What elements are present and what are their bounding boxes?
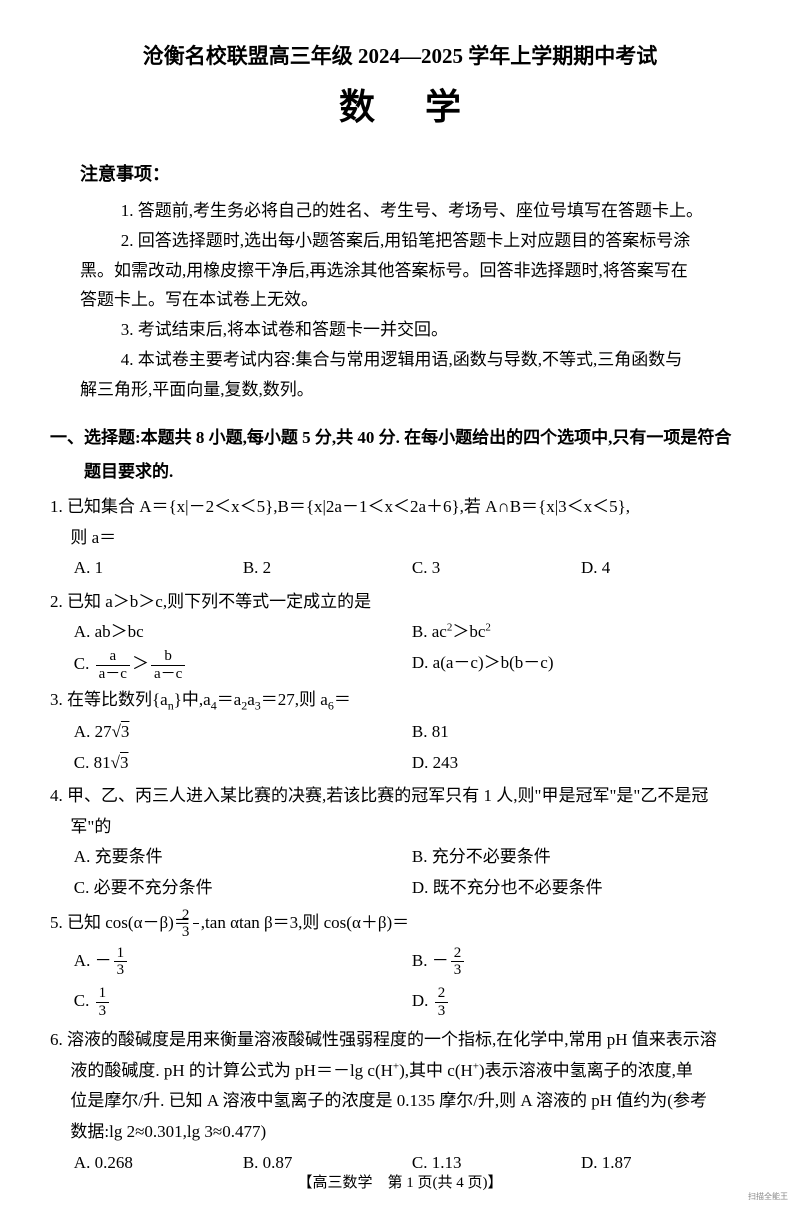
notice-item-4: 4. 本试卷主要考试内容:集合与常用逻辑用语,函数与导数,不等式,三角函数与	[50, 345, 750, 375]
q2-options-row2: C. aa－c＞ba－c D. a(a－c)＞b(b－c)	[50, 648, 750, 682]
question-6: 6. 溶液的酸碱度是用来衡量溶液酸碱性强弱程度的一个指标,在化学中,常用 pH …	[50, 1025, 750, 1178]
notice-item-1: 1. 答题前,考生务必将自己的姓名、考生号、考场号、座位号填写在答题卡上。	[50, 196, 750, 226]
q3-opt-c: C. 81√3	[74, 748, 412, 779]
q1-opt-b: B. 2	[243, 553, 412, 584]
question-3: 3. 在等比数列{an}中,a4＝a2a3＝27,则 a6＝ A. 27√3 B…	[50, 685, 750, 778]
q3-opt-b: B. 81	[412, 717, 750, 748]
q6-line3: 位是摩尔/升. 已知 A 溶液中氢离子的浓度是 0.135 摩尔/升,则 A 溶…	[50, 1086, 750, 1117]
q6-line2: 液的酸碱度. pH 的计算公式为 pH＝－lg c(H+),其中 c(H+)表示…	[50, 1056, 750, 1087]
q1-options: A. 1 B. 2 C. 3 D. 4	[50, 553, 750, 584]
question-4: 4. 甲、乙、丙三人进入某比赛的决赛,若该比赛的冠军只有 1 人,则"甲是冠军"…	[50, 781, 750, 903]
q5-options-row2: C. 13 D. 23	[50, 981, 750, 1022]
notice-item-4b: 解三角形,平面向量,复数,数列。	[50, 375, 750, 405]
q5-opt-a: A. －13	[74, 941, 412, 982]
q1-cont: 则 a＝	[50, 523, 750, 554]
q4-opt-b: B. 充分不必要条件	[412, 842, 750, 873]
scan-watermark: 扫描全能王	[748, 1191, 788, 1202]
notice-item-2b: 黑。如需改动,用橡皮擦干净后,再选涂其他答案标号。回答非选择题时,将答案写在	[50, 256, 750, 286]
notice-item-2c: 答题卡上。写在本试卷上无效。	[50, 285, 750, 315]
q1-opt-a: A. 1	[74, 553, 243, 584]
question-1: 1. 已知集合 A＝{x|－2＜x＜5},B＝{x|2a－1＜x＜2a＋6},若…	[50, 492, 750, 584]
q5-opt-d: D. 23	[412, 981, 750, 1022]
page-footer: 【高三数学 第 1 页(共 4 页)】	[0, 1171, 800, 1192]
q1-opt-d: D. 4	[581, 553, 750, 584]
q4-text: 4. 甲、乙、丙三人进入某比赛的决赛,若该比赛的冠军只有 1 人,则"甲是冠军"…	[50, 781, 750, 812]
q6-line1: 6. 溶液的酸碱度是用来衡量溶液酸碱性强弱程度的一个指标,在化学中,常用 pH …	[50, 1025, 750, 1056]
q6-line4: 数据:lg 2≈0.301,lg 3≈0.477)	[50, 1117, 750, 1148]
q4-cont: 军"的	[50, 812, 750, 843]
notice-item-2: 2. 回答选择题时,选出每小题答案后,用铅笔把答题卡上对应题目的答案标号涂	[50, 226, 750, 256]
q3-opt-d: D. 243	[412, 748, 750, 779]
q5-opt-b: B. －23	[412, 941, 750, 982]
question-2: 2. 已知 a＞b＞c,则下列不等式一定成立的是 A. ab＞bc B. ac2…	[50, 587, 750, 682]
question-5: 5. 已知 cos(α－β)＝23,tan αtan β＝3,则 cos(α＋β…	[50, 907, 750, 1023]
section-1-title: 一、选择题:本题共 8 小题,每小题 5 分,共 40 分. 在每小题给出的四个…	[50, 424, 750, 453]
q2-opt-d: D. a(a－c)＞b(b－c)	[412, 648, 750, 682]
q3-text: 3. 在等比数列{an}中,a4＝a2a3＝27,则 a6＝	[50, 685, 750, 717]
q4-options-row1: A. 充要条件 B. 充分不必要条件	[50, 842, 750, 873]
q2-opt-c: C. aa－c＞ba－c	[74, 648, 412, 682]
q2-opt-b: B. ac2＞bc2	[412, 617, 750, 648]
q5-options-row1: A. －13 B. －23	[50, 941, 750, 982]
q4-opt-a: A. 充要条件	[74, 842, 412, 873]
q3-options-row2: C. 81√3 D. 243	[50, 748, 750, 779]
subject-title: 数学	[50, 78, 750, 130]
q2-text: 2. 已知 a＞b＞c,则下列不等式一定成立的是	[50, 587, 750, 618]
q1-opt-c: C. 3	[412, 553, 581, 584]
exam-header: 沧衡名校联盟高三年级 2024—2025 学年上学期期中考试	[50, 40, 750, 70]
q5-opt-c: C. 13	[74, 981, 412, 1022]
q1-text: 1. 已知集合 A＝{x|－2＜x＜5},B＝{x|2a－1＜x＜2a＋6},若…	[50, 492, 750, 523]
q3-options-row1: A. 27√3 B. 81	[50, 717, 750, 748]
q5-text: 5. 已知 cos(α－β)＝23,tan αtan β＝3,则 cos(α＋β…	[50, 907, 750, 941]
notice-item-3: 3. 考试结束后,将本试卷和答题卡一并交回。	[50, 315, 750, 345]
notice-heading: 注意事项：	[50, 160, 750, 186]
q3-opt-a: A. 27√3	[74, 717, 412, 748]
section-1-title-cont: 题目要求的.	[50, 458, 750, 487]
q4-options-row2: C. 必要不充分条件 D. 既不充分也不必要条件	[50, 873, 750, 904]
q4-opt-c: C. 必要不充分条件	[74, 873, 412, 904]
q2-opt-a: A. ab＞bc	[74, 617, 412, 648]
q4-opt-d: D. 既不充分也不必要条件	[412, 873, 750, 904]
q2-options-row1: A. ab＞bc B. ac2＞bc2	[50, 617, 750, 648]
